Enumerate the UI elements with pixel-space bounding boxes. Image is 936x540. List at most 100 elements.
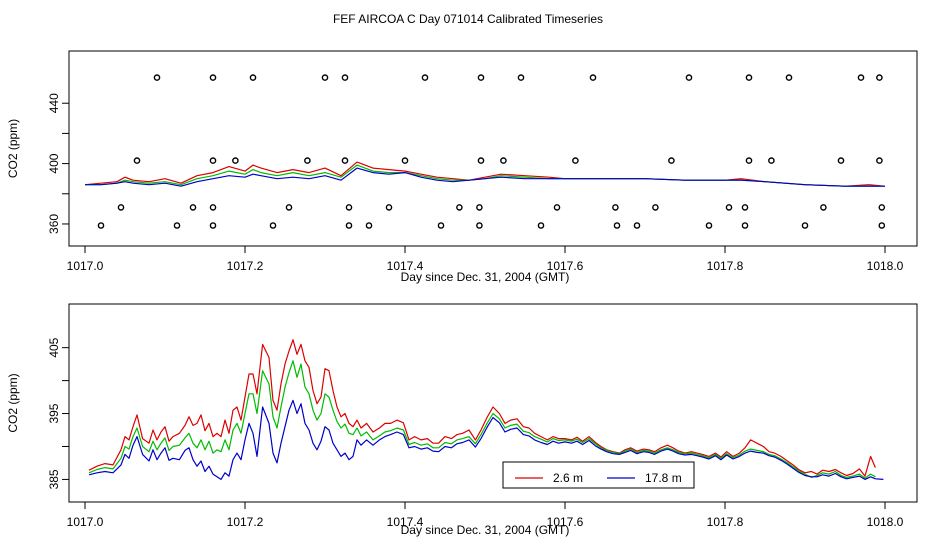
data-marker	[341, 157, 349, 164]
data-marker	[401, 157, 409, 164]
data-marker	[553, 204, 561, 211]
x-tick-label: 1017.0	[67, 259, 104, 273]
data-marker	[725, 204, 733, 211]
data-marker	[341, 74, 349, 81]
data-marker	[173, 222, 181, 229]
data-marker	[117, 204, 125, 211]
x-tick-label: 1017.6	[547, 515, 584, 529]
data-marker	[500, 157, 507, 164]
data-marker	[612, 204, 619, 211]
y-tick-label: 400	[47, 153, 61, 173]
data-marker	[437, 222, 445, 229]
top-panel-frame	[68, 50, 918, 247]
data-marker	[209, 74, 217, 81]
data-marker	[385, 204, 393, 211]
data-marker	[477, 74, 485, 81]
legend-label-2-6m: 2.6 m	[553, 471, 583, 485]
x-tick-label: 1017.2	[227, 259, 264, 273]
x-tick-label: 1017.2	[227, 515, 264, 529]
series-line-red	[84, 161, 886, 187]
data-marker	[232, 157, 239, 164]
data-marker	[345, 222, 353, 229]
data-marker	[285, 204, 293, 211]
y-tick-label: 405	[47, 337, 61, 357]
data-marker	[456, 204, 463, 211]
top-panel-ticks: 1017.0 1017.2 1017.4 1017.6 1017.8 1018.0 360 4…	[47, 93, 904, 273]
data-marker	[365, 222, 373, 229]
data-marker	[153, 74, 161, 81]
legend: 2.6 m 17.8 m	[502, 461, 695, 489]
data-marker	[589, 74, 597, 81]
data-marker	[745, 157, 753, 164]
data-marker	[477, 157, 485, 164]
y-tick-label: 440	[47, 93, 61, 113]
data-marker	[613, 222, 621, 229]
legend-label-17-8m: 17.8 m	[645, 471, 682, 485]
x-tick-label: 1018.0	[867, 259, 904, 273]
data-marker	[876, 74, 883, 81]
data-marker	[741, 204, 749, 211]
data-marker	[321, 74, 329, 81]
data-marker	[857, 74, 865, 81]
x-tick-label: 1017.4	[387, 259, 424, 273]
x-tick-label: 1017.6	[547, 259, 584, 273]
data-marker	[345, 204, 353, 211]
data-marker	[668, 157, 675, 164]
data-marker	[572, 157, 579, 164]
data-marker	[209, 157, 217, 164]
chart-title: FEF AIRCOA C Day 071014 Calibrated Times…	[333, 12, 603, 26]
x-tick-label: 1018.0	[867, 515, 904, 529]
data-marker	[269, 222, 277, 229]
data-marker	[685, 74, 693, 81]
x-tick-label: 1017.4	[387, 515, 424, 529]
series-line-mid	[88, 360, 876, 479]
data-marker	[97, 222, 105, 229]
data-marker	[209, 222, 217, 229]
data-marker	[133, 157, 141, 164]
bottom-panel-frame	[68, 303, 918, 503]
data-marker	[249, 74, 257, 81]
data-marker	[189, 204, 197, 211]
data-marker	[517, 74, 525, 81]
top-panel-series	[84, 161, 886, 187]
data-marker	[820, 204, 827, 211]
bottom-panel: 1017.0 1017.2 1017.4 1017.6 1017.8 1018.0 385 3…	[6, 303, 918, 537]
x-tick-label: 1017.8	[707, 515, 744, 529]
bottom-x-axis-label: Day since Dec. 31, 2004 (GMT)	[401, 523, 570, 537]
y-tick-label: 395	[47, 403, 61, 423]
legend-box	[502, 461, 695, 489]
data-marker	[785, 74, 793, 81]
data-marker	[768, 157, 775, 164]
data-marker	[652, 204, 659, 211]
data-marker	[745, 74, 753, 81]
series-line-green	[85, 164, 885, 187]
y-tick-label: 360	[47, 214, 61, 234]
data-marker	[476, 204, 483, 211]
data-marker	[304, 157, 311, 164]
data-marker	[421, 74, 429, 81]
data-marker	[476, 222, 483, 229]
data-marker	[209, 204, 217, 211]
data-marker	[537, 222, 545, 229]
bottom-panel-series	[88, 339, 884, 480]
series-line-17-8-m	[88, 399, 884, 480]
bottom-panel-ticks: 1017.0 1017.2 1017.4 1017.6 1017.8 1018.0 385 3…	[47, 337, 904, 529]
data-marker	[837, 157, 845, 164]
data-marker	[801, 222, 809, 229]
data-marker	[878, 204, 886, 211]
top-x-axis-label: Day since Dec. 31, 2004 (GMT)	[401, 270, 570, 284]
top-panel-markers	[97, 74, 886, 229]
bottom-y-axis-label: CO2 (ppm)	[6, 373, 20, 432]
top-panel: 1017.0 1017.2 1017.4 1017.6 1017.8 1018.0 360 4…	[6, 50, 918, 284]
data-marker	[878, 222, 886, 229]
data-marker	[876, 157, 883, 164]
series-line-2-6-m	[88, 339, 876, 477]
x-tick-label: 1017.8	[707, 259, 744, 273]
x-tick-label: 1017.0	[67, 515, 104, 529]
series-line-blue	[85, 167, 885, 187]
top-y-axis-label: CO2 (ppm)	[6, 119, 20, 178]
data-marker	[705, 222, 713, 229]
data-marker	[633, 222, 641, 229]
y-tick-label: 385	[47, 469, 61, 489]
